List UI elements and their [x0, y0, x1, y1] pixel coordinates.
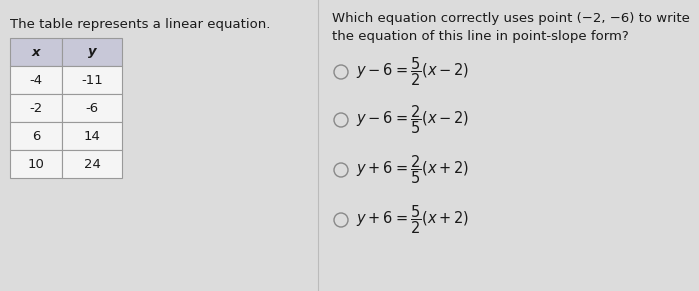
Text: Which equation correctly uses point (−2, −6) to write: Which equation correctly uses point (−2,…: [332, 12, 690, 25]
Bar: [10, 94, 62, 122]
Bar: [10, 66, 62, 94]
Bar: [10, 38, 62, 66]
Text: x: x: [31, 45, 41, 58]
Bar: [62, 66, 122, 94]
Text: The table represents a linear equation.: The table represents a linear equation.: [10, 18, 271, 31]
Bar: [62, 94, 122, 122]
Text: -6: -6: [85, 102, 99, 114]
Text: 14: 14: [84, 129, 101, 143]
Text: $y + 6 = \dfrac{2}{5}(x + 2)$: $y + 6 = \dfrac{2}{5}(x + 2)$: [356, 154, 469, 186]
Text: -11: -11: [81, 74, 103, 86]
Text: 10: 10: [27, 157, 45, 171]
Text: y: y: [87, 45, 96, 58]
Text: the equation of this line in point-slope form?: the equation of this line in point-slope…: [332, 30, 628, 43]
Text: -2: -2: [29, 102, 43, 114]
Text: $y - 6 = \dfrac{5}{2}(x - 2)$: $y - 6 = \dfrac{5}{2}(x - 2)$: [356, 56, 469, 88]
Text: 24: 24: [84, 157, 101, 171]
Bar: [62, 122, 122, 150]
Bar: [62, 150, 122, 178]
Bar: [62, 38, 122, 66]
Text: $y + 6 = \dfrac{5}{2}(x + 2)$: $y + 6 = \dfrac{5}{2}(x + 2)$: [356, 204, 469, 236]
Text: -4: -4: [29, 74, 43, 86]
Bar: [10, 150, 62, 178]
Bar: [10, 122, 62, 150]
Text: $y - 6 = \dfrac{2}{5}(x - 2)$: $y - 6 = \dfrac{2}{5}(x - 2)$: [356, 104, 469, 136]
Text: 6: 6: [32, 129, 40, 143]
